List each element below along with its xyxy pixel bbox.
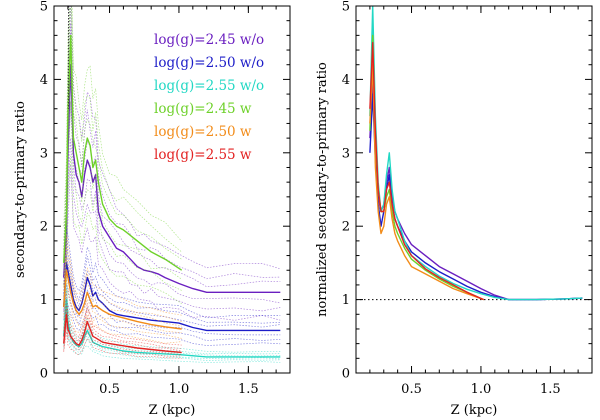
y-tick-label: 4	[40, 73, 48, 88]
x-tick-label: 0.5	[401, 382, 422, 397]
series-envelope-line	[63, 331, 182, 359]
series-line	[369, 63, 484, 301]
series-envelope-line	[63, 318, 182, 355]
series-envelope-line	[63, 293, 182, 346]
x-axis-label: Z (kpc)	[149, 403, 196, 418]
series-envelope-line	[63, 101, 281, 304]
x-tick-label: 0.5	[99, 382, 120, 397]
legend-entry: log(g)=2.55 w/o	[154, 78, 264, 94]
y-tick-label: 5	[40, 0, 48, 15]
series-envelope-line	[63, 303, 182, 349]
legend-entry: log(g)=2.55 w	[154, 147, 252, 163]
series-envelope-line	[63, 23, 281, 288]
series-envelope-line	[63, 312, 281, 361]
x-tick-label: 1.5	[540, 382, 561, 397]
series-line	[369, 93, 583, 301]
series-envelope-line	[63, 289, 182, 339]
plot-area	[63, 6, 281, 363]
y-tick-label: 5	[342, 0, 350, 15]
y-tick-label: 1	[40, 293, 48, 308]
y-tick-label: 1	[342, 293, 350, 308]
y-tick-label: 3	[40, 146, 48, 161]
series-envelope-line	[63, 235, 182, 316]
series-line	[369, 42, 484, 301]
plot-frame	[53, 5, 291, 374]
plot-area	[356, 6, 592, 301]
series-line	[63, 34, 183, 271]
y-tick-label: 3	[342, 146, 350, 161]
legend-entry: log(g)=2.50 w/o	[154, 55, 264, 71]
series-line	[63, 262, 281, 332]
series-envelope-line	[63, 6, 182, 260]
y-axis-label: secondary-to-primary ratio	[13, 101, 28, 278]
series-envelope-line	[63, 300, 281, 346]
series-line	[63, 269, 182, 330]
y-tick-label: 2	[40, 220, 48, 235]
right-panel: 0.5 1.0 1.5 0 1 2 3 4 5 Z (kpc) normalized seconda…	[315, 0, 593, 418]
left-panel: 0.5 1.0 1.5 0 1 2 3 4 5 Z (kpc) secondary-to-prima…	[13, 0, 291, 418]
x-tick-label: 1.0	[169, 382, 190, 397]
series-envelope-line	[63, 225, 281, 319]
series-envelope-line	[63, 69, 182, 280]
series-envelope-line	[63, 164, 281, 321]
series-envelope-line	[63, 245, 182, 323]
legend-entry: log(g)=2.45 w	[154, 101, 252, 117]
series-envelope-line	[63, 278, 182, 334]
series-envelope-line	[63, 100, 182, 291]
series-line	[63, 298, 281, 358]
series-envelope-line	[63, 6, 281, 270]
series-line	[369, 6, 583, 301]
y-tick-label: 0	[342, 367, 350, 382]
series-envelope-line	[63, 290, 281, 357]
series-envelope-line	[63, 238, 281, 324]
x-tick-label: 1.5	[238, 382, 259, 397]
y-tick-label: 2	[342, 220, 350, 235]
series-envelope-line	[63, 323, 281, 363]
series-line	[63, 313, 182, 354]
series-line	[369, 78, 583, 301]
series-envelope-line	[63, 325, 182, 357]
y-tick-label: 4	[342, 73, 350, 88]
x-axis-label: Z (kpc)	[451, 403, 498, 418]
series-envelope-line	[63, 284, 281, 341]
series-envelope-line	[63, 308, 281, 360]
y-tick-label: 0	[40, 367, 48, 382]
series-envelope-line	[63, 6, 182, 242]
series-envelope-line	[63, 6, 281, 280]
legend-entry: log(g)=2.50 w	[154, 124, 252, 140]
series-envelope-line	[63, 309, 182, 352]
plot-frame	[355, 5, 593, 374]
series-line	[63, 63, 281, 293]
series-envelope-line	[63, 257, 182, 327]
x-tick-label: 1.0	[471, 382, 492, 397]
series-envelope-line	[63, 6, 182, 253]
series-envelope-line	[63, 155, 182, 304]
series-envelope-line	[63, 305, 182, 344]
series-envelope-line	[63, 273, 281, 353]
legend-entry: log(g)=2.45 w/o	[154, 32, 264, 48]
y-axis-label: normalized secondary-to-primary ratio	[315, 62, 330, 317]
